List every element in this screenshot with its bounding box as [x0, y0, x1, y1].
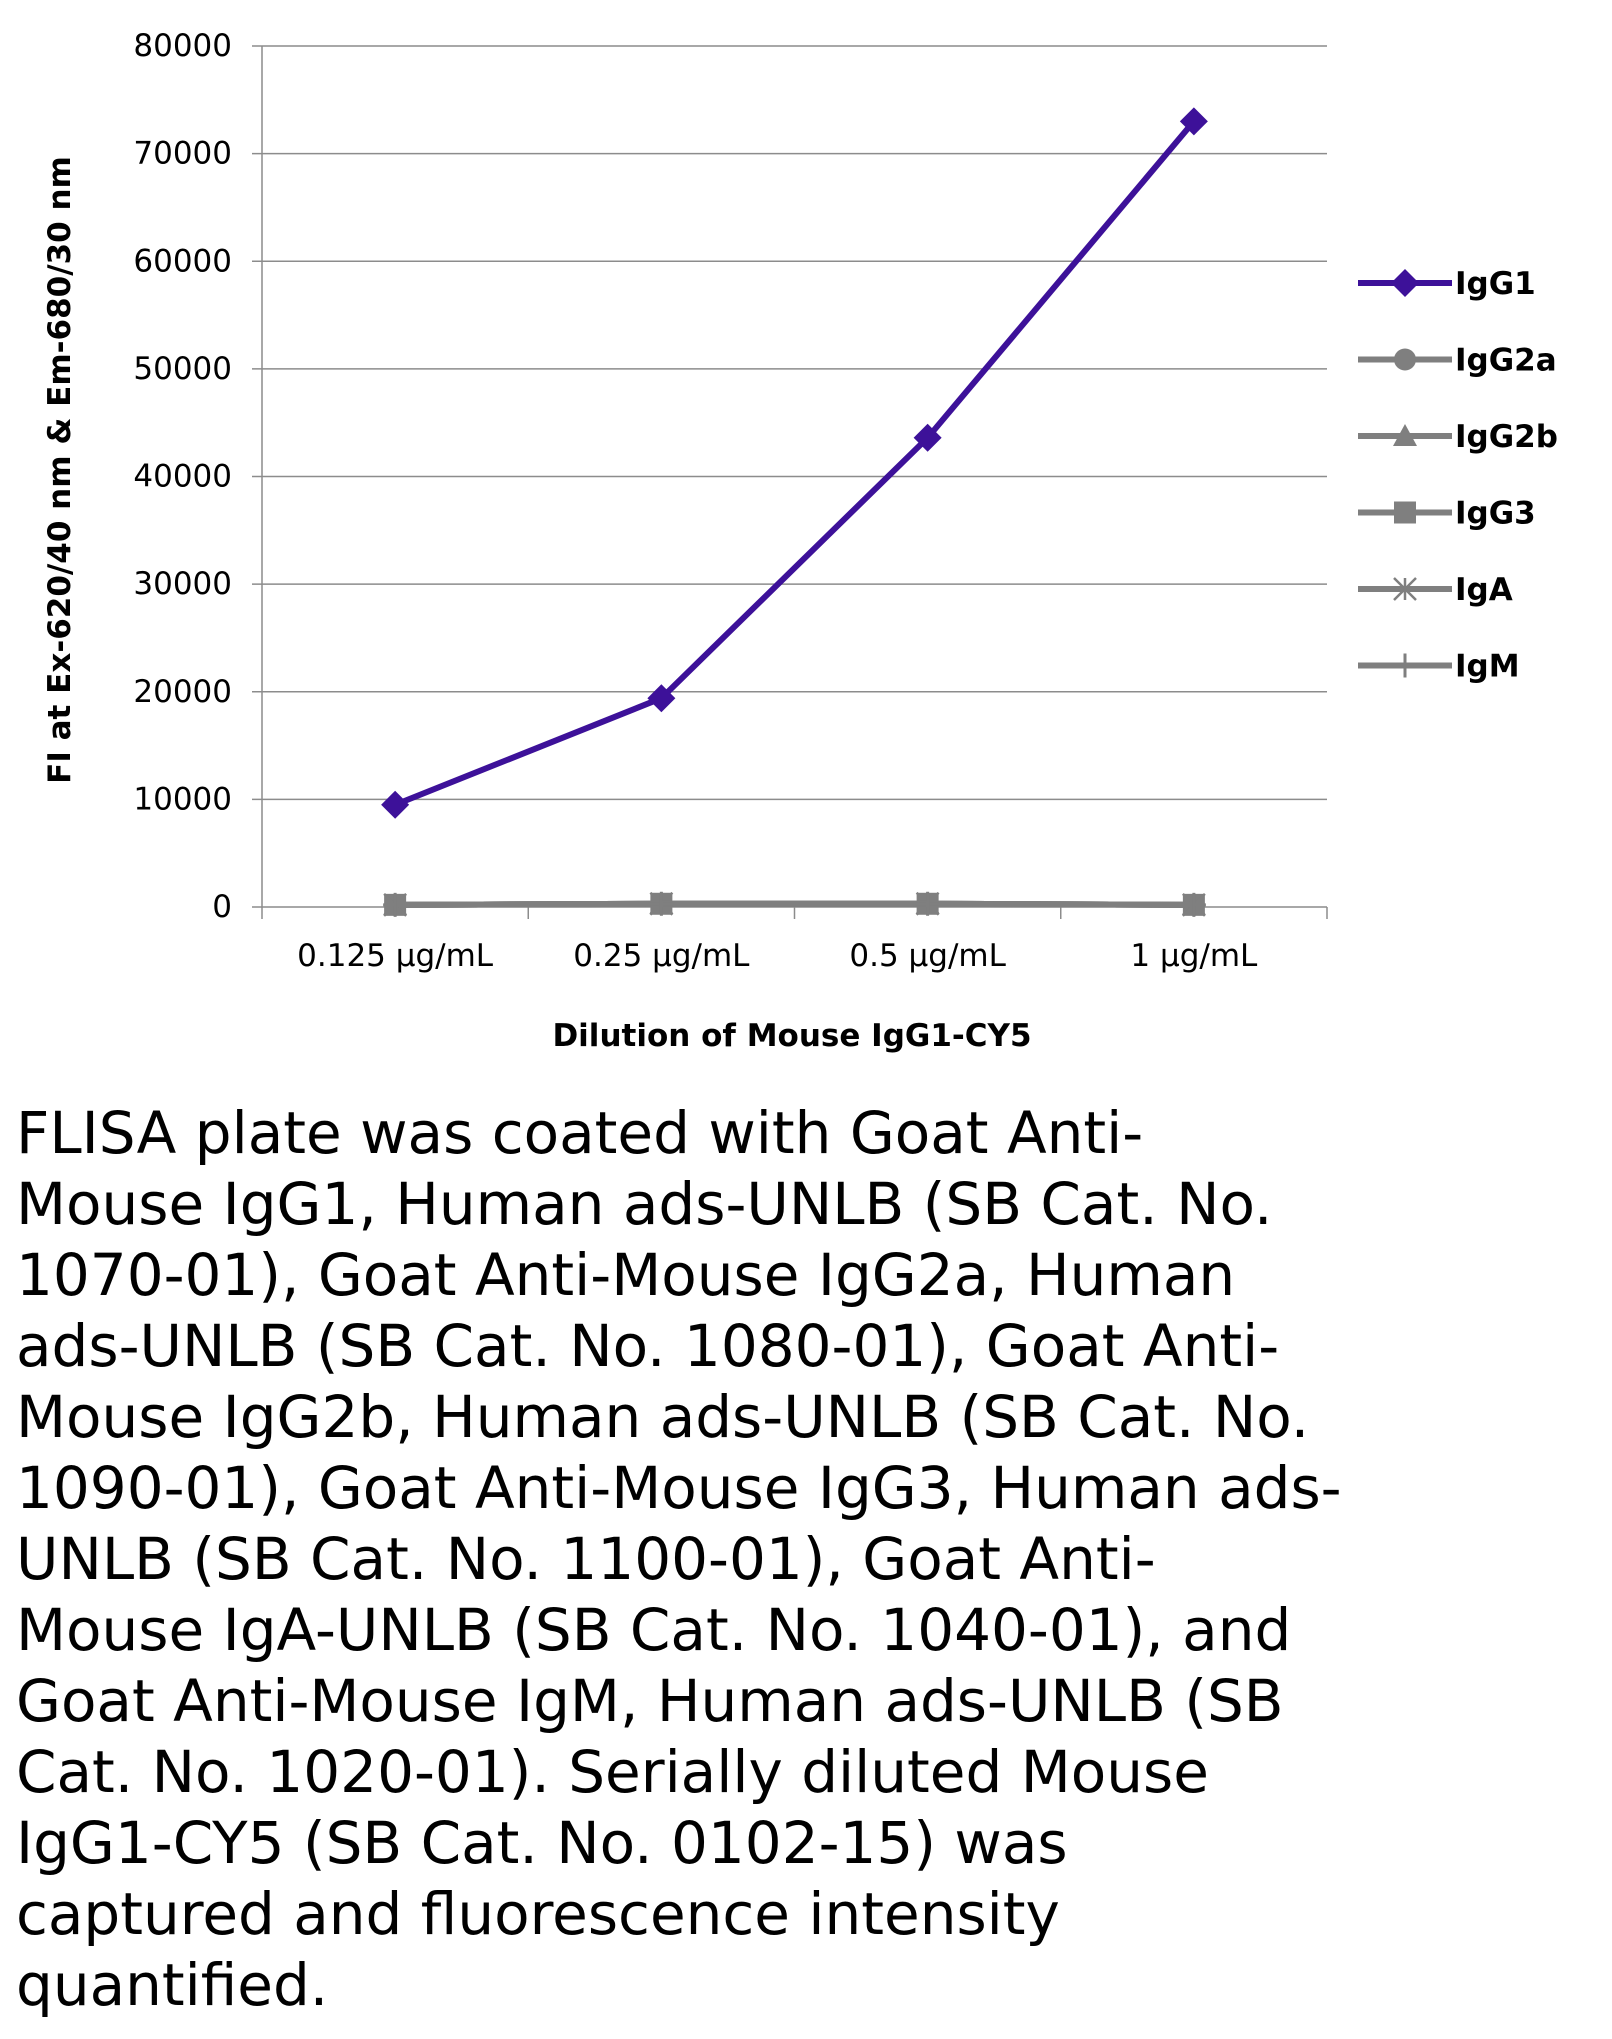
- legend-label: IgM: [1455, 649, 1520, 685]
- data-point-igg1: [647, 684, 676, 713]
- line-chart: 80000 70000 60000 50000 40000 30000 20000 10000…: [42, 28, 1558, 1054]
- data-point-igm: [649, 891, 674, 916]
- data-point-igm: [1181, 892, 1206, 917]
- legend-marker-iga: [1393, 577, 1417, 601]
- legend-marker-igg1: [1391, 269, 1419, 297]
- series-igm: [383, 891, 1206, 917]
- axes: [252, 45, 1328, 919]
- legend-marker-igm: [1393, 653, 1417, 678]
- x-tick-labels: 0.125 µg/mL 0.25 µg/mL 0.5 µg/mL 1 µg/mL: [297, 938, 1258, 974]
- legend-marker-igg2a: [1394, 348, 1416, 371]
- y-tick-label: 70000: [133, 136, 232, 172]
- legend-item-igm: IgM: [1358, 649, 1520, 685]
- y-tick-label: 0: [212, 889, 232, 925]
- data-point-igm: [383, 892, 408, 917]
- series-line-igm: [395, 900, 1194, 908]
- series-igg1: [381, 107, 1208, 819]
- data-point-igm: [915, 891, 940, 916]
- y-tick-label: 80000: [133, 28, 232, 64]
- legend-label: IgG1: [1455, 266, 1536, 302]
- data-point-igg1: [1179, 107, 1208, 136]
- legend-label: IgG2b: [1455, 419, 1558, 455]
- y-axis-title: FI at Ex-620/40 nm & Em-680/30 nm: [42, 156, 78, 784]
- x-tick-label: 0.5 µg/mL: [849, 938, 1006, 974]
- legend-marker-igg3: [1394, 501, 1416, 524]
- y-tick-label: 20000: [133, 674, 232, 710]
- data-point-igg1: [913, 423, 942, 452]
- legend-item-igg1: IgG1: [1358, 266, 1536, 302]
- y-tick-label: 50000: [133, 351, 232, 387]
- x-tick-label: 1 µg/mL: [1130, 938, 1258, 974]
- legend: IgG1 IgG2a IgG2b IgG3 IgA IgM: [1358, 266, 1558, 685]
- y-tick-labels: 80000 70000 60000 50000 40000 30000 20000 10000…: [133, 28, 232, 925]
- legend-item-igg2b: IgG2b: [1358, 419, 1558, 455]
- series-lines: [381, 107, 1208, 917]
- y-tick-label: 10000: [133, 781, 232, 817]
- y-tick-label: 40000: [133, 459, 232, 495]
- figure-caption: FLISA plate was coated with Goat Anti- M…: [16, 1099, 1342, 2019]
- y-tick-label: 60000: [133, 243, 232, 279]
- legend-label: IgG2a: [1455, 343, 1557, 379]
- legend-label: IgA: [1455, 572, 1513, 608]
- x-tick-label: 0.125 µg/mL: [297, 938, 494, 974]
- legend-item-iga: IgA: [1358, 572, 1513, 608]
- legend-item-igg2a: IgG2a: [1358, 343, 1557, 379]
- x-axis-title: Dilution of Mouse IgG1-CY5: [552, 1018, 1031, 1054]
- legend-marker-igg2b: [1393, 424, 1417, 446]
- gridlines: [262, 45, 1327, 801]
- y-tick-label: 30000: [133, 566, 232, 602]
- legend-item-igg3: IgG3: [1358, 496, 1536, 532]
- x-tick-label: 0.25 µg/mL: [573, 938, 750, 974]
- series-line-igg1: [394, 119, 1197, 808]
- legend-label: IgG3: [1455, 496, 1536, 532]
- data-point-igg1: [381, 790, 410, 819]
